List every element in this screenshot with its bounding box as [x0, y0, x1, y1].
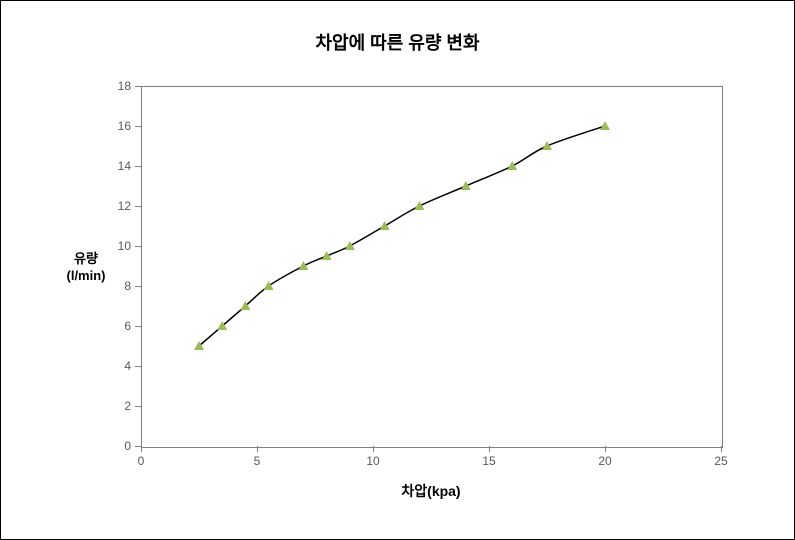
y-tick-mark	[135, 406, 141, 407]
y-tick-label: 2	[106, 399, 131, 413]
data-marker	[298, 261, 308, 270]
chart-container: 차압에 따른 유량 변화 유량 (l/min) 차압(kpa) 0 2 4 6 8 10 1…	[0, 0, 795, 540]
x-tick-label: 15	[482, 454, 495, 468]
data-marker	[542, 141, 552, 150]
data-marker	[600, 121, 610, 130]
y-tick-label: 4	[106, 359, 131, 373]
x-tick-mark	[489, 446, 490, 452]
data-marker	[507, 161, 517, 170]
x-axis-label: 차압(kpa)	[1, 481, 795, 501]
x-tick-mark	[373, 446, 374, 452]
plot-svg	[141, 86, 721, 446]
y-tick-mark	[135, 206, 141, 207]
data-marker	[461, 181, 471, 190]
x-tick-label: 0	[138, 454, 145, 468]
x-tick-label: 20	[598, 454, 611, 468]
y-tick-mark	[135, 286, 141, 287]
y-tick-label: 0	[106, 439, 131, 453]
data-marker	[322, 251, 332, 260]
data-marker	[414, 201, 424, 210]
y-axis-label-line2: (l/min)	[67, 268, 106, 283]
y-axis-label-line1: 유량	[74, 251, 98, 266]
series-curve	[199, 126, 605, 346]
x-tick-mark	[605, 446, 606, 452]
x-tick-label: 5	[254, 454, 261, 468]
y-tick-label: 12	[106, 199, 131, 213]
x-tick-mark	[141, 446, 142, 452]
y-tick-mark	[135, 366, 141, 367]
y-tick-label: 18	[106, 79, 131, 93]
y-tick-mark	[135, 246, 141, 247]
data-marker	[345, 241, 355, 250]
y-tick-mark	[135, 326, 141, 327]
y-tick-mark	[135, 86, 141, 87]
y-tick-label: 16	[106, 119, 131, 133]
y-tick-mark	[135, 126, 141, 127]
y-tick-label: 10	[106, 239, 131, 253]
chart-title: 차압에 따른 유량 변화	[1, 29, 794, 55]
y-tick-mark	[135, 166, 141, 167]
y-tick-label: 8	[106, 279, 131, 293]
data-marker	[264, 281, 274, 290]
y-tick-label: 6	[106, 319, 131, 333]
x-tick-label: 10	[366, 454, 379, 468]
x-tick-mark	[721, 446, 722, 452]
x-tick-label: 25	[714, 454, 727, 468]
x-tick-mark	[257, 446, 258, 452]
data-marker	[380, 221, 390, 230]
y-tick-label: 14	[106, 159, 131, 173]
